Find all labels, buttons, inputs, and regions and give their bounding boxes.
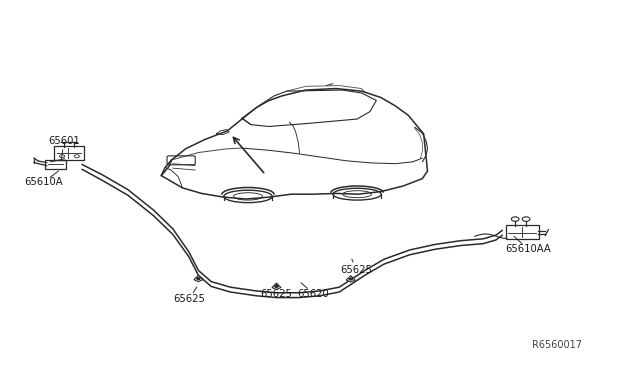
Text: 65610A: 65610A — [24, 177, 63, 187]
Text: 65625: 65625 — [260, 289, 292, 299]
Polygon shape — [272, 283, 281, 289]
Text: 65620: 65620 — [298, 289, 330, 299]
Circle shape — [275, 286, 278, 287]
Text: 65610AA: 65610AA — [505, 244, 551, 254]
Polygon shape — [346, 276, 355, 282]
Text: 65625: 65625 — [340, 265, 372, 275]
Circle shape — [197, 278, 200, 280]
Circle shape — [349, 278, 353, 280]
Text: 65625: 65625 — [173, 295, 205, 304]
Polygon shape — [194, 275, 203, 282]
Text: 65601: 65601 — [48, 137, 80, 146]
Text: R6560017: R6560017 — [532, 340, 582, 350]
